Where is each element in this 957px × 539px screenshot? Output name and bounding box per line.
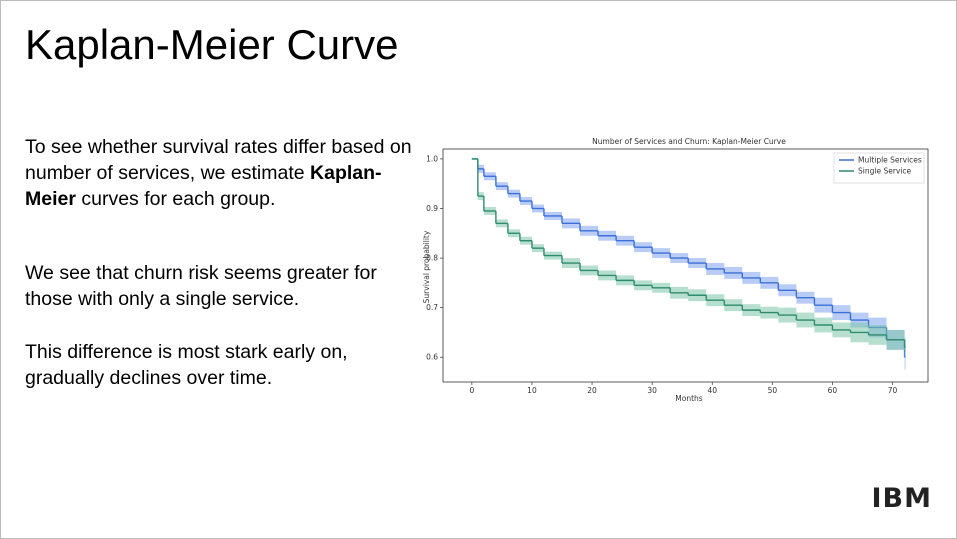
- x-tick-label: 0: [469, 386, 474, 395]
- x-tick-label: 30: [647, 386, 657, 395]
- y-tick-label: 1.0: [426, 154, 438, 163]
- x-tick-label: 60: [828, 386, 838, 395]
- x-tick-label: 20: [587, 386, 597, 395]
- y-tick-label: 0.7: [426, 303, 438, 312]
- x-axis-label: Months: [675, 394, 703, 403]
- y-tick-label: 0.9: [426, 204, 438, 213]
- logo: IBM: [871, 483, 932, 514]
- legend-box: [833, 152, 925, 184]
- slide-title: Kaplan-Meier Curve: [25, 21, 399, 68]
- bold-text: Kaplan-Meier: [25, 162, 382, 210]
- text: This difference is most stark early on, …: [25, 341, 348, 389]
- text: To see whether survival rates differ bas…: [25, 136, 412, 184]
- legend-label: Single Service: [858, 167, 912, 176]
- x-tick-label: 50: [768, 386, 778, 395]
- text: curves for each group.: [75, 188, 276, 210]
- x-tick-label: 40: [707, 386, 717, 395]
- x-tick-label: 10: [527, 386, 537, 395]
- plot-frame: [442, 148, 929, 383]
- x-tick-label: 70: [888, 386, 898, 395]
- paragraph: This difference is most stark early on, …: [25, 339, 417, 391]
- legend-label: Multiple Services: [858, 156, 922, 165]
- chart-title: Number of Services and Churn: Kaplan-Mei…: [592, 137, 786, 146]
- text: We see that churn risk seems greater for…: [25, 262, 377, 310]
- paragraph: We see that churn risk seems greater for…: [25, 260, 417, 312]
- paragraph: To see whether survival rates differ bas…: [25, 134, 417, 212]
- y-tick-label: 0.6: [426, 353, 438, 362]
- y-axis-label: Survival probability: [422, 230, 431, 303]
- y-tick-label: 0.8: [426, 254, 438, 263]
